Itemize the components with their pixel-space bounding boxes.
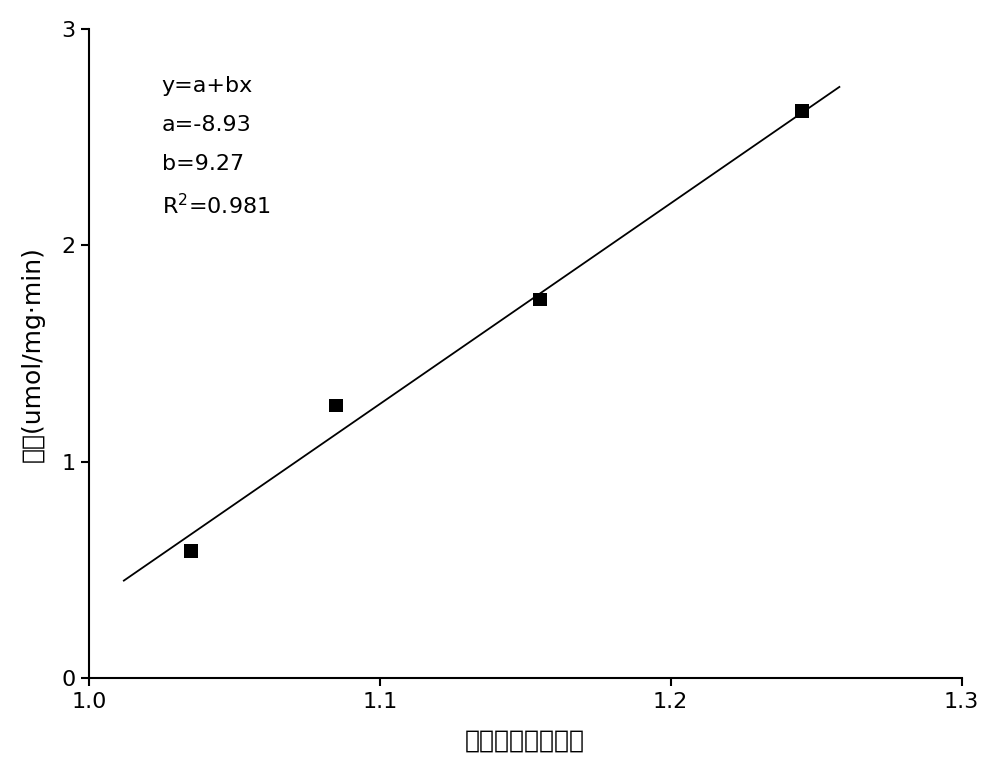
X-axis label: 归一化的荧光强度: 归一化的荧光强度	[465, 728, 585, 752]
Text: a=-8.93: a=-8.93	[162, 115, 251, 135]
Y-axis label: 活性(umol/mg·min): 活性(umol/mg·min)	[21, 246, 45, 461]
Point	[532, 293, 548, 305]
Text: b=9.27: b=9.27	[162, 155, 244, 175]
Text: R$^2$=0.981: R$^2$=0.981	[162, 193, 270, 219]
Point	[794, 105, 810, 117]
Point	[328, 400, 344, 412]
Point	[183, 544, 199, 557]
Text: y=a+bx: y=a+bx	[162, 77, 253, 97]
